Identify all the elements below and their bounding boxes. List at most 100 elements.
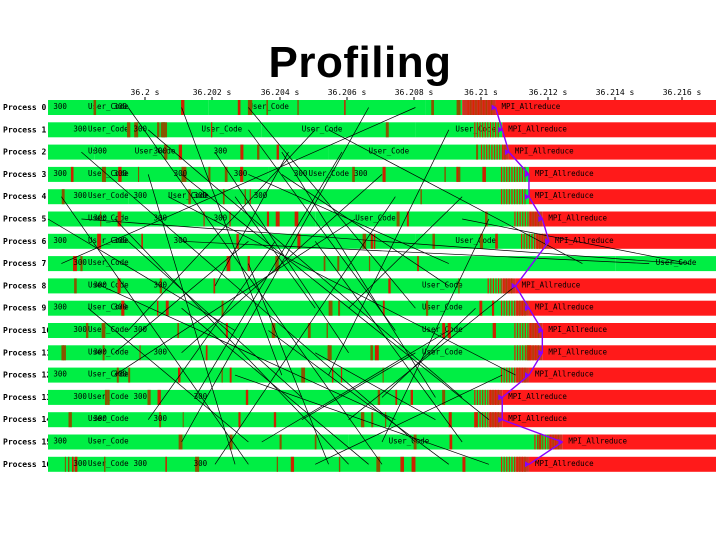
segment-label: User_Code: [88, 258, 129, 267]
segment-label: User_Code: [455, 124, 496, 133]
hatch-stripe: [279, 434, 282, 450]
message-line: [81, 218, 683, 264]
message-line: [248, 174, 449, 264]
tag-label: 300: [113, 102, 127, 111]
tag-label: 300: [93, 280, 107, 289]
mpi-allreduce-segment[interactable]: [495, 100, 716, 115]
mpi-allreduce-segment[interactable]: [542, 323, 716, 338]
hatch-stripe: [410, 389, 413, 405]
mpi-allreduce-segment[interactable]: [508, 144, 716, 160]
message-line: [328, 129, 450, 376]
mpi-allreduce-segment[interactable]: [542, 211, 716, 227]
hatch-stripe: [508, 300, 510, 316]
hatch-stripe: [195, 456, 200, 472]
tag-label: 300: [134, 124, 148, 133]
mpi-allreduce-segment[interactable]: [528, 300, 716, 316]
tag-label: 300: [154, 280, 168, 289]
user-code-segment[interactable]: [48, 189, 129, 205]
hatch-stripe: [498, 278, 500, 294]
segment-label: User_Code: [88, 280, 129, 289]
mpi-allreduce-segment[interactable]: [562, 434, 716, 450]
user-code-segment[interactable]: [48, 122, 162, 138]
hatch-stripe: [327, 345, 332, 361]
hatch-stripe: [487, 278, 489, 294]
segment-label: User_Code: [135, 147, 176, 156]
user-code-segment[interactable]: [94, 144, 329, 160]
tag-label: 300: [214, 147, 228, 156]
arrowhead-icon: [545, 238, 550, 245]
process-label: Process 13: [3, 393, 51, 402]
hatch-stripe: [521, 456, 523, 472]
hatch-stripe: [68, 412, 72, 428]
mpi-allreduce-segment[interactable]: [528, 456, 716, 472]
hatch-stripe: [537, 323, 539, 338]
user-code-segment[interactable]: [425, 100, 463, 115]
process-label: Process 7: [3, 259, 47, 268]
hatch-stripe: [532, 345, 534, 361]
user-code-segment[interactable]: [48, 144, 95, 160]
user-code-segment[interactable]: [615, 256, 716, 272]
mpi-allreduce-segment[interactable]: [502, 122, 716, 138]
hatch-stripe: [500, 278, 502, 294]
tag-label: 300: [294, 169, 308, 178]
hatch-stripe: [221, 300, 224, 316]
tag-label: 300: [354, 169, 368, 178]
process-label: Process 6: [3, 237, 47, 246]
hatch-stripe: [116, 367, 119, 383]
user-code-segment[interactable]: [48, 345, 382, 361]
user-code-segment[interactable]: [348, 434, 549, 450]
user-code-segment[interactable]: [48, 434, 349, 450]
mpi-allreduce-segment[interactable]: [528, 166, 716, 182]
hatch-stripe: [107, 389, 110, 405]
hatch-stripe: [492, 412, 494, 428]
time-axis: 36.2 s 36.202 s 36.204 s 36.206 s 36.208 s 36…: [131, 88, 701, 100]
arrowhead-icon: [524, 171, 530, 178]
mpi-allreduce-segment[interactable]: [502, 412, 716, 428]
hatch-stripe: [101, 323, 106, 338]
arrowhead-icon: [504, 149, 510, 156]
mpi-allreduce-segment[interactable]: [502, 389, 716, 405]
user-code-segment[interactable]: [208, 100, 426, 115]
mpi-allreduce-segment[interactable]: [542, 345, 716, 361]
user-code-segment[interactable]: [48, 300, 382, 316]
hatch-stripe: [104, 389, 108, 405]
user-code-segment[interactable]: [382, 323, 529, 338]
hatch-stripe: [506, 456, 508, 472]
hatch-stripe: [519, 367, 521, 383]
hatch-stripe: [519, 211, 521, 227]
hatch-stripe: [501, 144, 503, 160]
hatch-stripe: [61, 189, 65, 205]
tag-label: 300: [134, 459, 148, 468]
segment-label: MPI_Allreduce: [508, 414, 567, 423]
hatch-stripe: [385, 412, 387, 428]
segment-label: User_Code: [355, 214, 396, 223]
collective-arrow: [501, 374, 530, 398]
user-code-segment[interactable]: [315, 211, 529, 227]
mpi-allreduce-segment[interactable]: [528, 367, 716, 383]
hatch-stripe: [480, 100, 482, 115]
hatch-stripe: [521, 189, 523, 205]
hatch-stripe: [213, 278, 216, 294]
user-code-segment[interactable]: [261, 122, 416, 138]
hatch-stripe: [273, 412, 277, 428]
hatch-stripe: [499, 144, 501, 160]
user-code-segment[interactable]: [382, 345, 529, 361]
hatch-stripe: [508, 189, 510, 205]
user-code-segment[interactable]: [415, 233, 536, 249]
hatch-stripe: [244, 189, 246, 205]
hatch-stripe: [240, 144, 244, 160]
user-code-segment[interactable]: [48, 412, 489, 428]
user-code-segment[interactable]: [382, 278, 503, 294]
user-code-segment[interactable]: [128, 189, 529, 205]
hatch-stripe: [442, 389, 446, 405]
hatch-stripe: [470, 100, 472, 115]
mpi-allreduce-segment[interactable]: [528, 189, 716, 205]
mpi-allreduce-segment[interactable]: [515, 278, 716, 294]
mpi-allreduce-segment[interactable]: [549, 233, 716, 249]
hatch-stripe: [491, 144, 493, 160]
user-code-segment[interactable]: [328, 144, 503, 160]
hatch-stripe: [484, 412, 486, 428]
hatch-stripe: [211, 122, 213, 138]
user-code-segment[interactable]: [48, 456, 516, 472]
